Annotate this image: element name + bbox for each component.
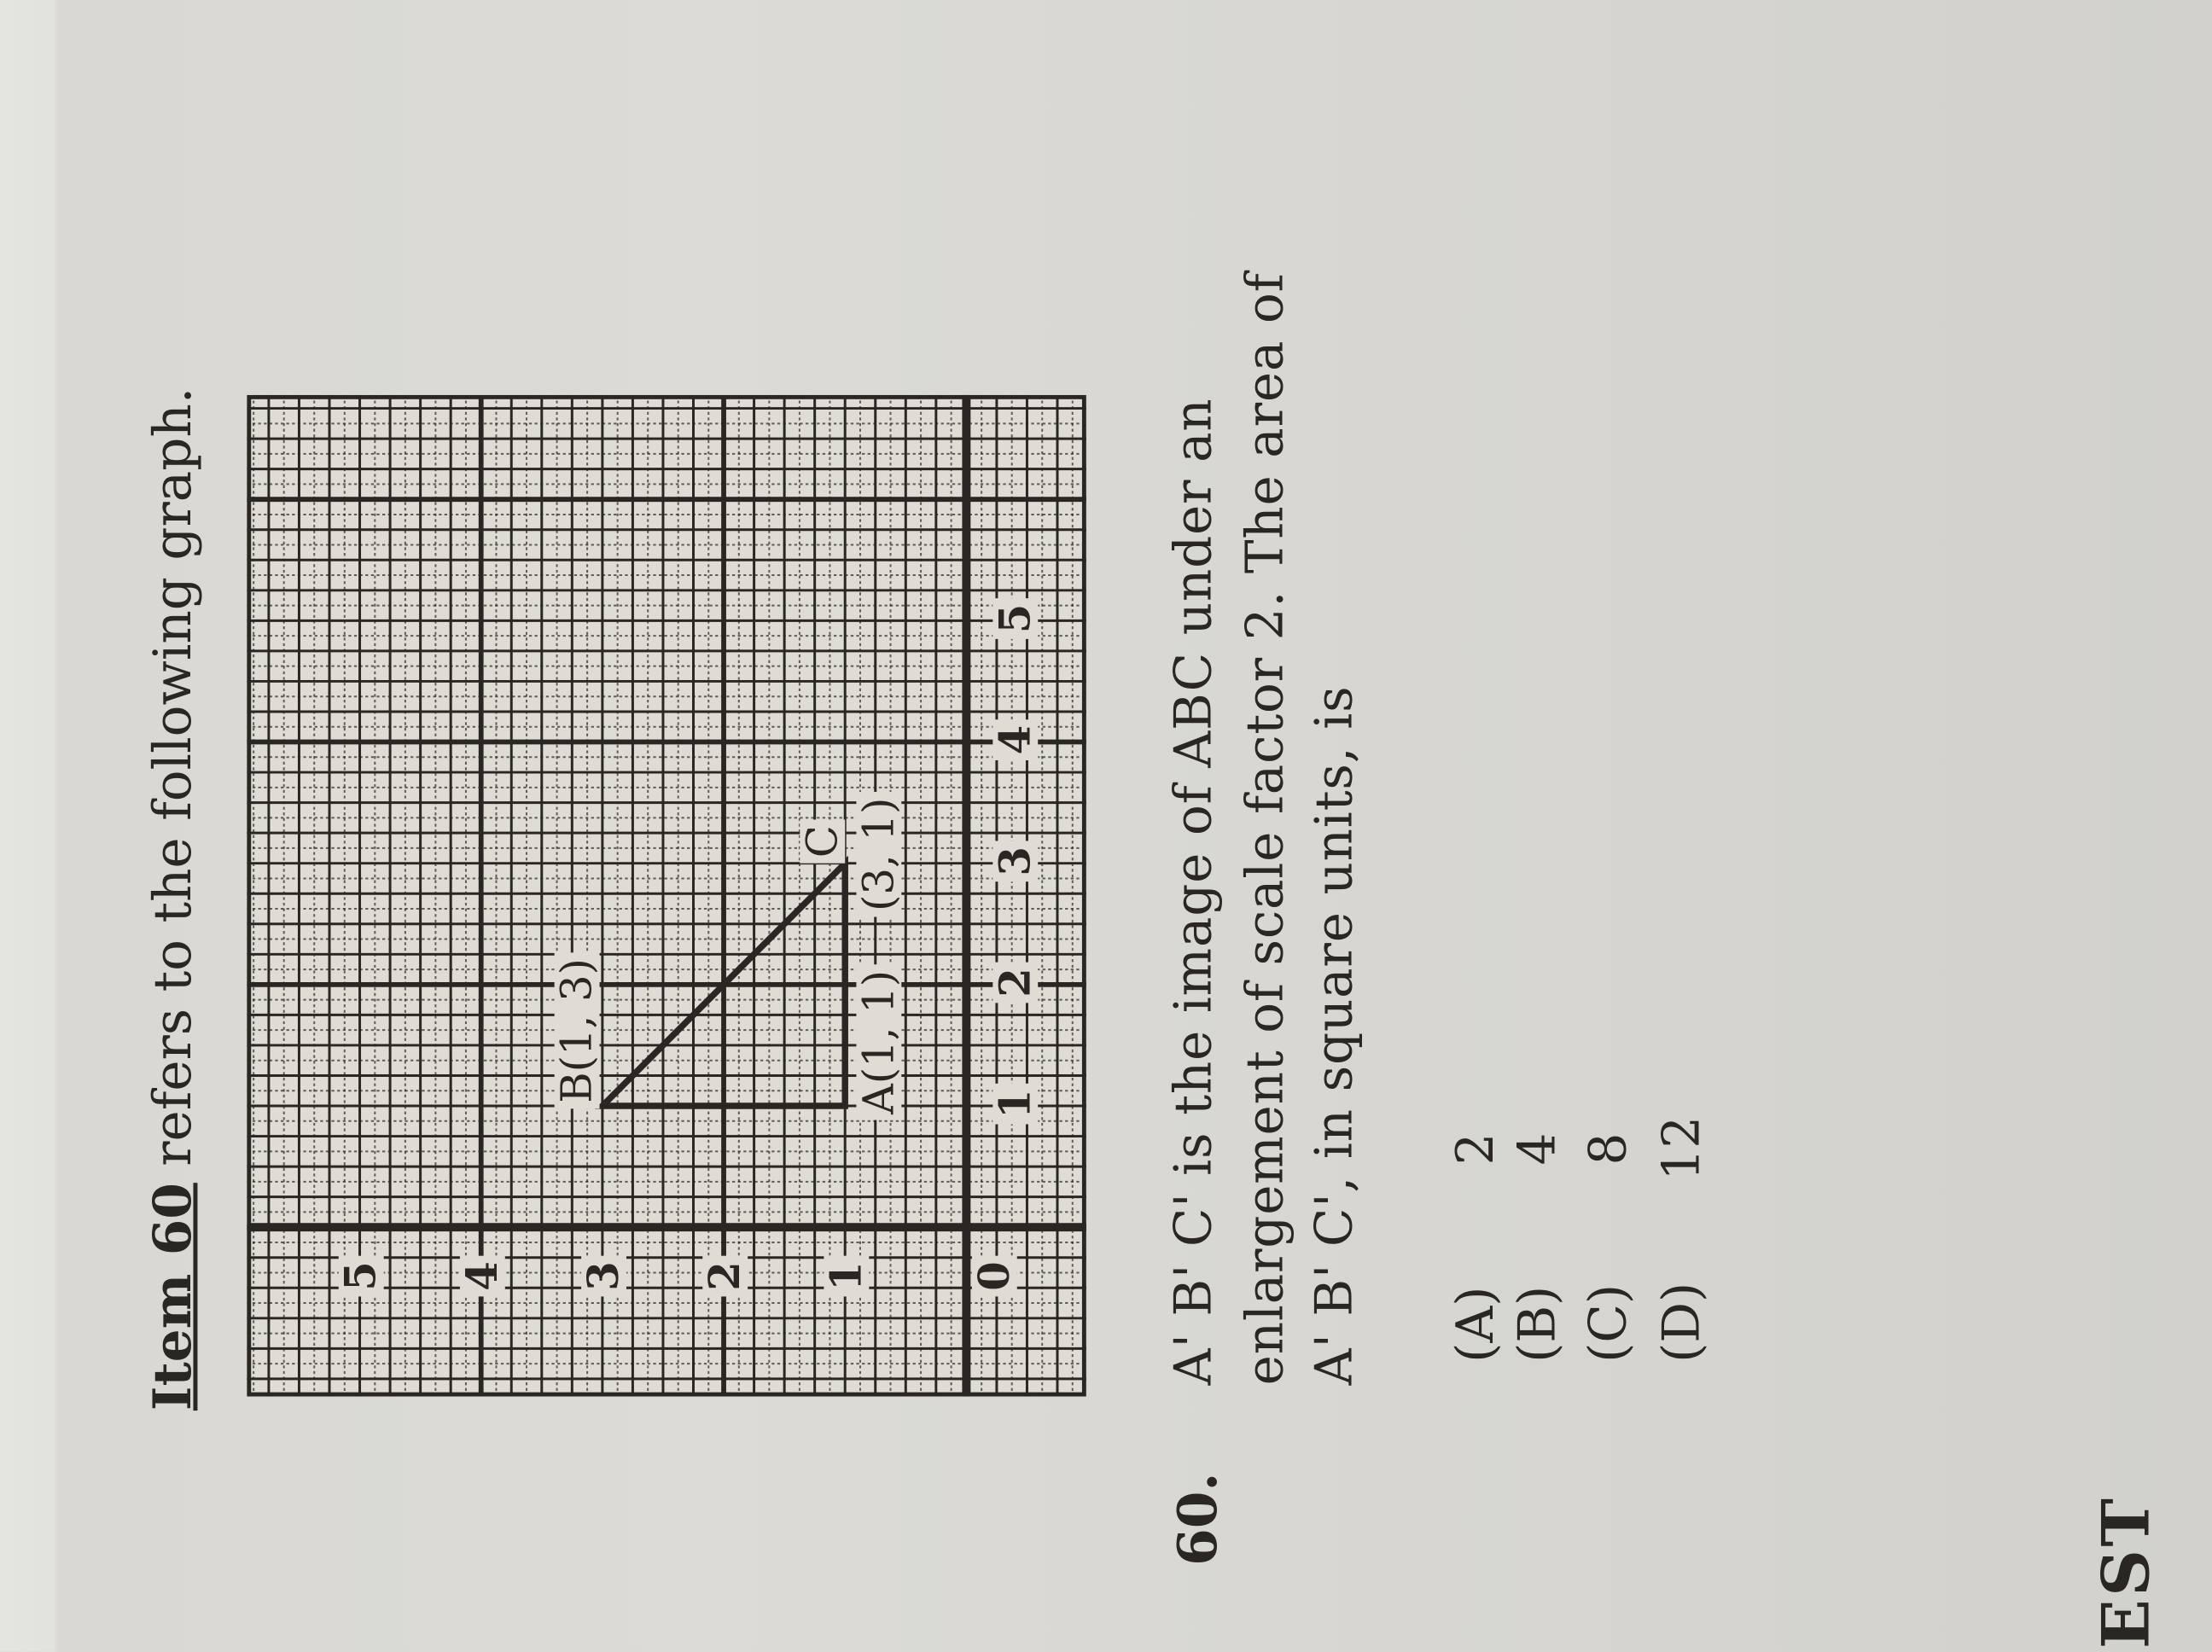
x-tick-label: 3 [989,846,1039,875]
x-tick-label: 1 [989,1089,1039,1119]
intro-rest: refers to the following graph. [142,387,204,1184]
x-tick-label-bg [992,1083,1039,1125]
footer-text: TEST [2087,1495,2164,1652]
y-tick-label-bg [702,1255,748,1297]
point-label-c-bg [800,819,846,864]
x-tick-label: 2 [989,968,1039,998]
point-label-b: B(1, 3) [552,958,602,1103]
x-tick-label-bg [992,598,1039,639]
point-label-a-bg [856,964,902,1120]
x-tick-label: 4 [989,725,1039,755]
option-b-letter[interactable]: (B) [1509,1285,1568,1363]
option-d-letter[interactable]: (D) [1653,1282,1712,1363]
x-tick-label: 5 [989,604,1039,633]
x-tick-label-bg [992,962,1039,1003]
y-tick-label: 0 [969,1261,1019,1291]
question-line: enlargement of scale factor 2. The area … [1237,272,1295,1386]
coordinate-graph: 1 2 3 4 5 0 1 2 3 4 5 B(1, 3) A(1, 1) C (3, 1) [247,394,1086,1397]
point-label-c: C [797,825,847,858]
graph-border [247,394,1086,1397]
option-a-value[interactable]: 2 [1447,1132,1505,1166]
point-coord-c-bg [856,791,902,917]
option-a-letter[interactable]: (A) [1447,1286,1505,1363]
point-label-a: A(1, 1) [853,970,903,1115]
y-tick-label-bg [971,1255,1017,1297]
option-c-value[interactable]: 8 [1580,1132,1639,1166]
option-d-value[interactable]: 12 [1653,1115,1712,1181]
y-tick-label-bg [338,1255,384,1297]
x-tick-label-bg [992,719,1039,761]
question-line: A' B' C' is the image of ABC under an [1165,398,1224,1386]
y-tick-label-bg [824,1255,870,1297]
point-coord-c: (3, 1) [853,798,903,911]
point-label-b-bg [554,952,600,1109]
item-reference: Item 60 [141,1183,204,1411]
y-tick-label-bg [459,1255,505,1297]
intro-text: Item 60 refers to the following graph. [141,387,203,1411]
x-tick-label-bg [992,841,1039,882]
y-tick-label: 2 [699,1261,749,1291]
y-tick-label: 3 [578,1261,628,1291]
question-line: A' B' C', in square units, is [1306,685,1365,1386]
option-c-letter[interactable]: (C) [1580,1283,1639,1363]
y-tick-label-bg [581,1255,626,1297]
question-number: 60. [1165,1472,1229,1566]
y-tick-label: 4 [457,1261,507,1291]
option-b-value[interactable]: 4 [1509,1132,1568,1166]
y-tick-label: 5 [335,1261,386,1291]
y-tick-label: 1 [820,1261,870,1291]
triangle-abc [594,855,848,1109]
